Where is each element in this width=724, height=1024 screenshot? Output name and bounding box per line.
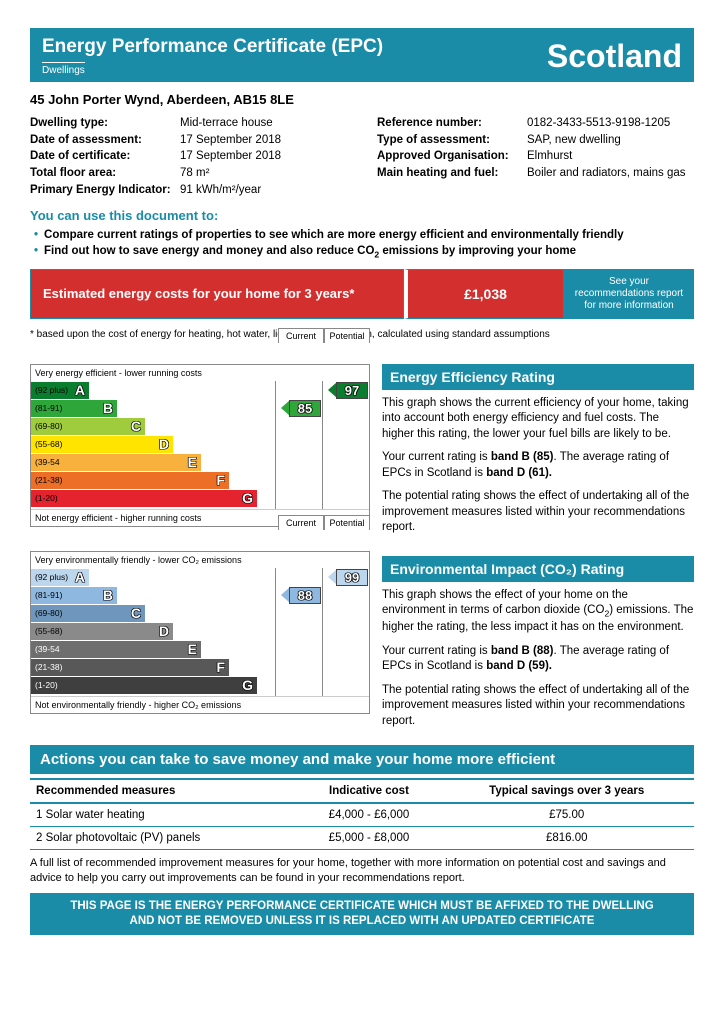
env-caption-top: Very environmentally friendly - lower CO… [31,552,369,568]
property-address: 45 John Porter Wynd, Aberdeen, AB15 8LE [30,92,694,107]
col-current2: Current [278,515,324,530]
val-floor-area: 78 m² [180,165,209,182]
rating-band-G: (1-20)G [31,677,369,694]
actions-h1: Recommended measures [30,779,298,803]
use-doc-title: You can use this document to: [30,208,694,223]
rating-chevron: 99 [328,569,368,586]
table-row: 1 Solar water heating£4,000 - £6,000£75.… [30,803,694,827]
use-doc-list: •Compare current ratings of properties t… [34,227,694,260]
rating-band-E: (39-54E [31,454,369,471]
lbl-assessment-date: Date of assessment: [30,132,180,149]
lbl-cert-date: Date of certificate: [30,148,180,165]
col-potential: Potential [324,328,370,343]
val-assessment-date: 17 September 2018 [180,132,281,149]
details-row: Dwelling type:Mid-terrace house Date of … [30,115,694,198]
rating-band-D: (55-68)D [31,436,369,453]
eff-p2: Your current rating is band B (85). The … [382,450,694,481]
use-doc-item1: Compare current ratings of properties to… [44,227,624,243]
lbl-ref: Reference number: [377,115,527,132]
rating-band-A: (92 plus)A [31,382,369,399]
cost-row: Estimated energy costs for your home for… [30,269,694,319]
header-bar: Energy Performance Certificate (EPC) Dwe… [30,28,694,82]
env-p3: The potential rating shows the effect of… [382,683,694,730]
lbl-energy-indicator: Primary Energy Indicator: [30,182,180,199]
val-dwelling-type: Mid-terrace house [180,115,273,132]
rating-band-D: (55-68)D [31,623,369,640]
col-current: Current [278,328,324,343]
actions-table: Recommended measures Indicative cost Typ… [30,778,694,850]
efficiency-chart: Current Potential Very energy efficient … [30,346,370,527]
table-row: 2 Solar photovoltaic (PV) panels£5,000 -… [30,827,694,850]
env-section-title: Environmental Impact (CO₂) Rating [382,556,694,582]
val-heating: Boiler and radiators, mains gas [527,165,686,182]
eff-section-title: Energy Efficiency Rating [382,364,694,390]
use-doc-item2b: emissions by improving your home [379,245,576,257]
cost-rec: See your recommendations report for more… [564,269,694,319]
rating-chevron: 85 [281,400,321,417]
env-p2: Your current rating is band B (88). The … [382,644,694,675]
region-label: Scotland [547,38,682,75]
val-type: SAP, new dwelling [527,132,621,149]
lbl-heating: Main heating and fuel: [377,165,527,182]
lbl-dwelling-type: Dwelling type: [30,115,180,132]
rating-chevron: 97 [328,382,368,399]
cost-value: £1,038 [404,269,564,319]
rating-band-E: (39-54E [31,641,369,658]
rating-band-G: (1-20)G [31,490,369,507]
env-caption-bot: Not environmentally friendly - higher CO… [31,696,369,713]
doc-subtitle: Dwellings [42,62,85,76]
lbl-type: Type of assessment: [377,132,527,149]
actions-h3: Typical savings over 3 years [439,779,694,803]
actions-h2: Indicative cost [298,779,439,803]
actions-note: A full list of recommended improvement m… [30,856,694,885]
eff-p1: This graph shows the current efficiency … [382,396,694,443]
val-energy-indicator: 91 kWh/m²/year [180,182,261,199]
lbl-floor-area: Total floor area: [30,165,180,182]
rating-band-F: (21-38)F [31,659,369,676]
val-org: Elmhurst [527,148,572,165]
doc-title: Energy Performance Certificate (EPC) [42,36,383,58]
lbl-org: Approved Organisation: [377,148,527,165]
eff-caption-top: Very energy efficient - lower running co… [31,365,369,381]
environmental-chart: Current Potential Very environmentally f… [30,533,370,714]
rating-chevron: 88 [281,587,321,604]
val-cert-date: 17 September 2018 [180,148,281,165]
use-doc-item2a: Find out how to save energy and money an… [44,245,374,257]
env-p1: This graph shows the effect of your home… [382,588,694,636]
rating-band-C: (69-80)C [31,418,369,435]
val-ref: 0182-3433-5513-9198-1205 [527,115,670,132]
rating-band-F: (21-38)F [31,472,369,489]
actions-title: Actions you can take to save money and m… [30,745,694,774]
cert-notice: THIS PAGE IS THE ENERGY PERFORMANCE CERT… [30,893,694,935]
rating-band-C: (69-80)C [31,605,369,622]
cost-label: Estimated energy costs for your home for… [30,269,404,319]
col-potential2: Potential [324,515,370,530]
rating-band-A: (92 plus)A [31,569,369,586]
eff-p3: The potential rating shows the effect of… [382,489,694,536]
